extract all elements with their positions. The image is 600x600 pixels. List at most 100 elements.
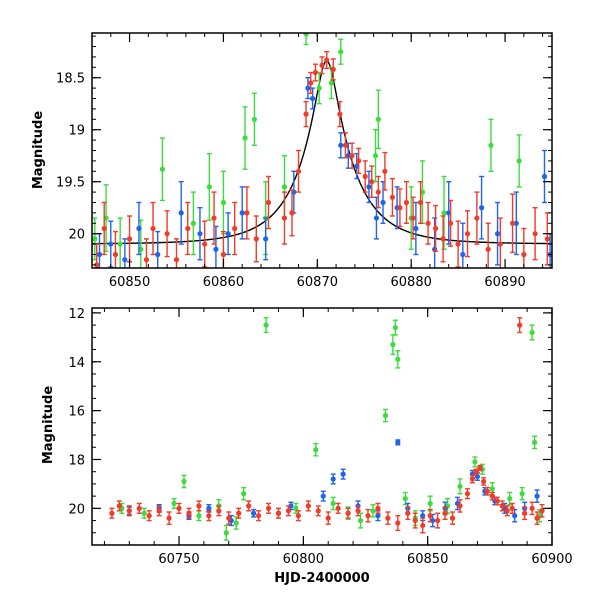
bottom-x-tick-label: 60800 (283, 552, 324, 567)
bottom-series-2 (109, 317, 545, 534)
bottom-point (420, 517, 426, 534)
bottom-point (402, 491, 408, 506)
bottom-point (457, 499, 463, 513)
top-point (417, 180, 424, 224)
top-point (136, 201, 142, 256)
bottom-point (449, 511, 456, 525)
top-point (108, 220, 114, 268)
top-point (281, 191, 288, 245)
bottom-point (481, 477, 487, 486)
top-point (244, 186, 250, 240)
bottom-point (126, 505, 132, 517)
top-y-tick-label: 19.5 (56, 176, 85, 191)
bottom-point (335, 502, 341, 514)
top-point (239, 186, 245, 240)
top-point (178, 180, 184, 245)
bottom-point (223, 524, 229, 541)
top-point (494, 201, 501, 266)
bottom-y-axis-title: Magnitude (41, 386, 56, 465)
top-point (150, 201, 156, 256)
bottom-point (156, 505, 162, 517)
top-panel: 60850 60860 60870 60880 60890 18.5 19 19.5 20 Ma… (31, 32, 553, 290)
top-point (342, 132, 349, 159)
top-x-tick-label: 60880 (391, 275, 432, 290)
top-point (251, 92, 258, 147)
top-point (541, 149, 548, 204)
top-point (474, 191, 480, 245)
bottom-point (457, 478, 463, 495)
bottom-point (196, 500, 202, 512)
top-point (143, 238, 150, 268)
bottom-x-tick-label: 60900 (531, 552, 572, 567)
bottom-point (166, 511, 172, 525)
top-x-tick-label: 60890 (484, 275, 525, 290)
bottom-point (340, 468, 346, 480)
top-point (410, 196, 416, 240)
bottom-point (504, 505, 510, 517)
top-point (338, 132, 344, 159)
top-point (112, 230, 119, 268)
bottom-point (206, 510, 212, 522)
bottom-point (464, 488, 471, 500)
top-point (159, 137, 166, 202)
top-panel-data (92, 33, 552, 268)
bottom-point (320, 490, 326, 502)
top-point (263, 217, 269, 261)
bottom-point (241, 486, 247, 501)
bottom-point (472, 456, 478, 468)
bottom-x-tick-label: 60750 (158, 552, 199, 567)
top-point (544, 212, 550, 266)
bottom-point (382, 408, 389, 423)
bottom-panel-frame (91, 307, 553, 546)
top-point (362, 160, 368, 193)
top-point (448, 199, 454, 247)
top-point (432, 204, 439, 253)
top-point (197, 206, 203, 261)
top-point (295, 149, 302, 193)
top-x-tick-label: 60870 (297, 275, 338, 290)
bottom-panel: 60750 60800 60850 60900 12 14 16 18 20 Magnitude… (41, 307, 573, 586)
top-point (397, 188, 403, 228)
top-point (464, 210, 471, 258)
top-point (303, 33, 309, 46)
bottom-point (499, 500, 505, 512)
bottom-point (255, 510, 262, 522)
bottom-point (330, 473, 336, 485)
top-point (521, 227, 527, 268)
top-point (373, 196, 380, 240)
bottom-point (390, 334, 396, 356)
bottom-point (385, 511, 391, 525)
bottom-point (405, 506, 411, 521)
top-point (328, 66, 334, 100)
top-point (338, 38, 344, 65)
top-x-tick-label: 60850 (109, 275, 150, 290)
bottom-panel-data (109, 317, 545, 541)
bottom-x-axis-title: HJD-2400000 (274, 571, 369, 586)
bottom-point (196, 510, 202, 522)
bottom-point (477, 464, 483, 472)
bottom-series-1 (126, 439, 540, 528)
top-panel-ticks: 60850 60860 60870 60880 60890 18.5 19 19.5 20 (56, 33, 552, 290)
top-y-axis-title: Magnitude (31, 111, 46, 190)
bottom-panel-ticks: 60750 60800 60850 60900 12 14 16 18 20 (68, 307, 572, 567)
top-y-tick-label: 19 (68, 124, 85, 139)
bottom-point (392, 319, 398, 336)
top-point (497, 217, 503, 268)
bottom-point (395, 350, 401, 369)
bottom-point (246, 500, 252, 512)
bottom-point (116, 500, 122, 512)
bottom-point (370, 503, 376, 518)
bottom-point (171, 497, 177, 510)
top-point (389, 177, 396, 217)
top-point (488, 118, 494, 172)
top-point (220, 230, 227, 268)
bottom-point (534, 489, 540, 503)
bottom-point (430, 513, 436, 528)
bottom-point (295, 510, 301, 522)
top-point (460, 222, 466, 268)
top-point (324, 51, 330, 70)
top-point (265, 175, 272, 230)
bottom-point (534, 511, 540, 525)
bottom-point (375, 502, 381, 514)
